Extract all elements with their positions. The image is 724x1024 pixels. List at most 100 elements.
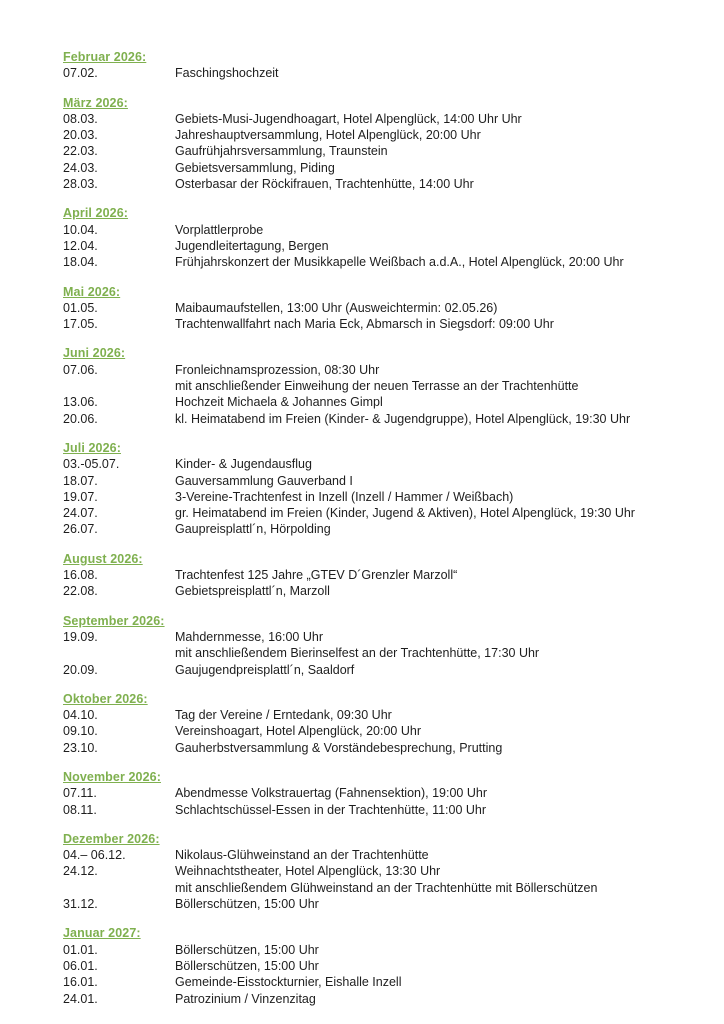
event-description: Gaufrühjahrsversammlung, Traunstein	[175, 144, 388, 159]
month-section: Juli 2026: 03.-05.07. Kinder- & Jugendau…	[63, 440, 704, 538]
event-row: 22.03. Gaufrühjahrsversammlung, Traunste…	[63, 143, 704, 159]
event-date: 18.07.	[63, 473, 98, 488]
month-section: Mai 2026: 01.05. Maibaumaufstellen, 13:0…	[63, 284, 704, 333]
event-date: 24.12.	[63, 864, 98, 879]
event-row: 08.03. Gebiets-Musi-Jugendhoagart, Hotel…	[63, 111, 704, 127]
event-description: Gaupreisplattl´n, Hörpolding	[175, 522, 331, 537]
month-section: Dezember 2026: 04.– 06.12. Nikolaus-Glüh…	[63, 831, 704, 912]
month-title: September 2026:	[63, 613, 165, 628]
event-description: mit anschließendem Bierinselfest an der …	[175, 646, 540, 661]
month-rows: 08.03. Gebiets-Musi-Jugendhoagart, Hotel…	[63, 111, 704, 192]
event-description: Fronleichnamsprozession, 08:30 Uhr	[175, 362, 380, 377]
event-date: 19.07.	[63, 489, 98, 504]
event-description: Böllerschützen, 15:00 Uhr	[175, 897, 319, 912]
month-rows: 04.– 06.12. Nikolaus-Glühweinstand an de…	[63, 847, 704, 912]
event-row: 07.11. Abendmesse Volkstrauertag (Fahnen…	[63, 785, 704, 801]
event-description: Gebietsversammlung, Piding	[175, 160, 335, 175]
event-date: 01.01.	[63, 942, 98, 957]
event-date: 16.08.	[63, 568, 98, 583]
event-date: 24.01.	[63, 991, 98, 1006]
month-rows: 16.08. Trachtenfest 125 Jahre „GTEV D´Gr…	[63, 567, 704, 600]
event-date: 13.06.	[63, 395, 98, 410]
event-description: Vorplattlerprobe	[175, 222, 264, 237]
event-date: 07.02.	[63, 66, 98, 81]
event-row: 23.10. Gauherbstversammlung & Vorständeb…	[63, 740, 704, 756]
event-row: 08.11. Schlachtschüssel-Essen in der Tra…	[63, 802, 704, 818]
event-description: Gemeinde-Eisstockturnier, Eishalle Inzel…	[175, 975, 402, 990]
month-rows: 04.10. Tag der Vereine / Erntedank, 09:3…	[63, 707, 704, 756]
event-description: Patrozinium / Vinzenzitag	[175, 991, 316, 1006]
month-title: März 2026:	[63, 95, 128, 110]
event-date: 01.05.	[63, 300, 98, 315]
event-date: 10.04.	[63, 222, 98, 237]
event-row: 16.01. Gemeinde-Eisstockturnier, Eishall…	[63, 974, 704, 990]
event-description: kl. Heimatabend im Freien (Kinder- & Jug…	[175, 411, 631, 426]
event-description: Mahdernmesse, 16:00 Uhr	[175, 629, 323, 644]
event-row: 06.01. Böllerschützen, 15:00 Uhr	[63, 958, 704, 974]
event-row: 09.10. Vereinshoagart, Hotel Alpenglück,…	[63, 723, 704, 739]
month-rows: 07.06. Fronleichnamsprozession, 08:30 Uh…	[63, 362, 704, 427]
event-row: 07.06. Fronleichnamsprozession, 08:30 Uh…	[63, 362, 704, 378]
month-title: November 2026:	[63, 769, 161, 784]
month-rows: 19.09. Mahdernmesse, 16:00 Uhr mit ansch…	[63, 629, 704, 678]
event-row: 17.05. Trachtenwallfahrt nach Maria Eck,…	[63, 316, 704, 332]
event-date: 07.06.	[63, 362, 98, 377]
event-row: 12.04. Jugendleitertagung, Bergen	[63, 238, 704, 254]
event-row: 07.02. Faschingshochzeit	[63, 65, 704, 81]
month-title: Januar 2027:	[63, 926, 141, 941]
event-row: 01.05. Maibaumaufstellen, 13:00 Uhr (Aus…	[63, 300, 704, 316]
event-date: 24.07.	[63, 506, 98, 521]
month-section: April 2026: 10.04. Vorplattlerprobe 12.0…	[63, 205, 704, 270]
event-date: 04.– 06.12.	[63, 848, 126, 863]
event-description: Weihnachtstheater, Hotel Alpenglück, 13:…	[175, 864, 441, 879]
event-row: 20.09. Gaujugendpreisplattl´n, Saaldorf	[63, 662, 704, 678]
event-row: 16.08. Trachtenfest 125 Jahre „GTEV D´Gr…	[63, 567, 704, 583]
event-date: 07.11.	[63, 786, 97, 801]
event-date: 04.10.	[63, 708, 98, 723]
month-section: Februar 2026: 07.02. Faschingshochzeit	[63, 49, 704, 82]
event-date: 22.08.	[63, 584, 98, 599]
event-description: Gebietspreisplattl´n, Marzoll	[175, 584, 330, 599]
event-date: 08.03.	[63, 111, 98, 126]
event-description: Gauherbstversammlung & Vorständebesprech…	[175, 740, 503, 755]
month-title: August 2026:	[63, 551, 143, 566]
event-row: 24.12. Weihnachtstheater, Hotel Alpenglü…	[63, 863, 704, 879]
event-row: 04.10. Tag der Vereine / Erntedank, 09:3…	[63, 707, 704, 723]
event-date: 26.07.	[63, 522, 98, 537]
month-title: Dezember 2026:	[63, 831, 160, 846]
event-date: 24.03.	[63, 160, 98, 175]
month-rows: 07.02. Faschingshochzeit	[63, 65, 704, 81]
event-date: 28.03.	[63, 177, 98, 192]
event-description: mit anschließender Einweihung der neuen …	[175, 379, 579, 394]
event-row: 04.– 06.12. Nikolaus-Glühweinstand an de…	[63, 847, 704, 863]
event-row: 24.01. Patrozinium / Vinzenzitag	[63, 991, 704, 1007]
month-rows: 03.-05.07. Kinder- & Jugendausflug 18.07…	[63, 456, 704, 537]
event-description: Jugendleitertagung, Bergen	[175, 238, 329, 253]
event-date: 17.05.	[63, 317, 98, 332]
event-row: 20.03. Jahreshauptversammlung, Hotel Alp…	[63, 127, 704, 143]
event-description: 3-Vereine-Trachtenfest in Inzell (Inzell…	[175, 489, 514, 504]
event-description: Trachtenwallfahrt nach Maria Eck, Abmars…	[175, 317, 554, 332]
event-row: 31.12. Böllerschützen, 15:00 Uhr	[63, 896, 704, 912]
event-row: 28.03. Osterbasar der Röckifrauen, Trach…	[63, 176, 704, 192]
event-description: gr. Heimatabend im Freien (Kinder, Jugen…	[175, 506, 635, 521]
event-row: mit anschließender Einweihung der neuen …	[63, 378, 704, 394]
event-date: 18.04.	[63, 255, 98, 270]
event-date: 20.06.	[63, 411, 98, 426]
event-description: Tag der Vereine / Erntedank, 09:30 Uhr	[175, 708, 392, 723]
event-description: Trachtenfest 125 Jahre „GTEV D´Grenzler …	[175, 568, 458, 583]
event-description: Jahreshauptversammlung, Hotel Alpenglück…	[175, 128, 481, 143]
event-row: 13.06. Hochzeit Michaela & Johannes Gimp…	[63, 394, 704, 410]
event-description: Gaujugendpreisplattl´n, Saaldorf	[175, 662, 355, 677]
event-description: Gauversammlung Gauverband I	[175, 473, 353, 488]
event-date: 06.01.	[63, 958, 98, 973]
month-rows: 01.05. Maibaumaufstellen, 13:00 Uhr (Aus…	[63, 300, 704, 333]
month-title: Oktober 2026:	[63, 691, 148, 706]
event-row: mit anschließendem Glühweinstand an der …	[63, 880, 704, 896]
event-date: 16.01.	[63, 975, 98, 990]
event-description: Hochzeit Michaela & Johannes Gimpl	[175, 395, 383, 410]
event-date: 20.03.	[63, 128, 98, 143]
month-section: Juni 2026: 07.06. Fronleichnamsprozessio…	[63, 345, 704, 426]
event-row: 26.07. Gaupreisplattl´n, Hörpolding	[63, 521, 704, 537]
